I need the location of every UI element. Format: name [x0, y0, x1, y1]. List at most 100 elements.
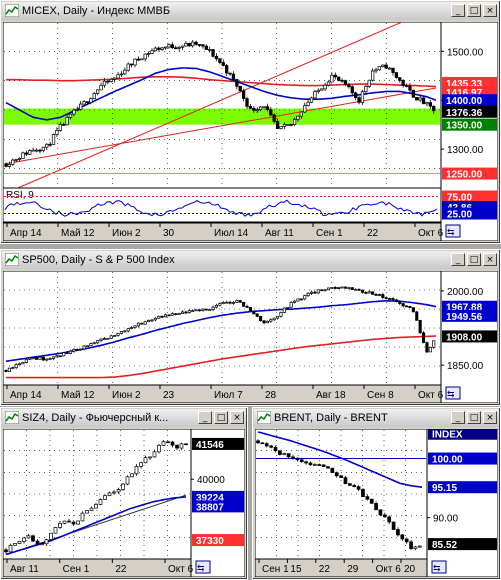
candle-body: [53, 527, 58, 534]
candle-body: [255, 109, 259, 112]
siz4-window[interactable]: SIZ4, Daily - Фьючерсный к... _ □ × 4000…: [0, 407, 248, 580]
candle-body: [55, 355, 59, 358]
candle-body: [197, 44, 202, 46]
candle-body: [82, 101, 86, 105]
candle-body: [102, 338, 106, 340]
close-button[interactable]: ×: [230, 411, 244, 424]
candle-body: [194, 309, 198, 312]
maximize-button[interactable]: □: [214, 411, 228, 424]
minimize-button[interactable]: _: [451, 411, 465, 424]
candle-body: [62, 124, 66, 126]
candle-body: [98, 499, 103, 505]
scale-button-icon: ⇆: [447, 227, 455, 237]
candle-body: [296, 298, 300, 302]
candle-body: [360, 91, 365, 103]
maximize-button[interactable]: □: [467, 411, 481, 424]
price-label-box: [428, 452, 497, 465]
candle-body: [422, 332, 426, 343]
candle-body: [364, 292, 368, 294]
close-button[interactable]: ×: [483, 4, 497, 17]
candle-body: [404, 85, 409, 87]
micex-titlebar[interactable]: MICEX, Daily - Индекс ММВБ _ □ ×: [2, 2, 499, 20]
candle-body: [184, 311, 188, 314]
candle-body: [99, 84, 103, 91]
candle-body: [235, 79, 239, 87]
candle-body: [89, 343, 93, 347]
candle-body: [265, 320, 269, 324]
candle-body: [49, 532, 53, 541]
candle-body: [316, 289, 320, 294]
candle-body: [187, 42, 191, 47]
candle-body: [221, 62, 225, 66]
candle-body: [391, 298, 395, 301]
candle-body: [174, 313, 178, 315]
candle-body: [275, 120, 280, 129]
candle-body: [160, 47, 164, 50]
candle-body: [354, 288, 358, 291]
sp500-window[interactable]: SP500, Daily - S & P 500 Index _ □ × 200…: [0, 249, 501, 406]
candle-body: [264, 443, 269, 447]
candle-body: [248, 106, 253, 109]
candle-body: [28, 357, 32, 360]
candle-body: [252, 310, 256, 315]
moving-average-line: [6, 335, 437, 379]
close-button[interactable]: ×: [483, 253, 497, 266]
minimize-button[interactable]: _: [451, 253, 465, 266]
price-label: 100.00: [432, 455, 463, 466]
candle-body: [35, 357, 39, 360]
candle-body: [160, 315, 164, 318]
candle-body: [387, 67, 392, 70]
candle-body: [94, 504, 98, 509]
x-tick-label: Май 12: [61, 390, 95, 401]
time-axis: [3, 558, 192, 577]
candle-body: [67, 520, 71, 523]
candle-body: [11, 367, 15, 369]
maximize-button[interactable]: □: [467, 4, 481, 17]
candle-body: [357, 97, 361, 103]
y-tick-label: 40000: [197, 475, 225, 486]
candle-body: [11, 159, 15, 165]
candle-body: [136, 322, 140, 327]
candle-body: [79, 103, 83, 110]
candle-body: [299, 111, 303, 117]
candle-body: [38, 356, 42, 360]
candle-body: [405, 305, 409, 308]
x-tick-label: 20: [404, 564, 416, 575]
brent-titlebar[interactable]: BRENT, Daily - BRENT _ □ ×: [254, 409, 499, 427]
candle-body: [340, 79, 344, 82]
price-label-box: [192, 500, 244, 513]
siz4-titlebar[interactable]: SIZ4, Daily - Фьючерсный к... _ □ ×: [2, 409, 246, 427]
micex-chart[interactable]: 1500.001400.001300.001435.331416.971400.…: [3, 22, 498, 241]
candle-body: [116, 74, 120, 79]
candle-body: [279, 126, 283, 129]
candle-body: [409, 541, 413, 549]
maximize-button[interactable]: □: [467, 253, 481, 266]
price-label-box: [442, 118, 497, 131]
candle-body: [286, 124, 290, 126]
moving-average-line: [5, 496, 187, 556]
candle-body: [417, 545, 422, 548]
brent-window[interactable]: BRENT, Daily - BRENT _ □ × 90.00 INDEX 100…: [252, 407, 501, 580]
candle-body: [320, 88, 324, 91]
micex-window[interactable]: MICEX, Daily - Индекс ММВБ _ □ × 1500.00…: [0, 0, 501, 244]
close-button[interactable]: ×: [483, 411, 497, 424]
candle-body: [18, 363, 22, 366]
minimize-button[interactable]: _: [451, 4, 465, 17]
candle-body: [323, 84, 327, 90]
candle-body: [299, 459, 304, 463]
x-tick-label: 29: [347, 564, 359, 575]
y-tick-label: 1300.00: [447, 145, 484, 156]
candle-body: [143, 457, 148, 464]
candle-body: [89, 507, 94, 511]
candle-body: [157, 315, 161, 319]
x-tick-label: Сен 8: [367, 390, 394, 401]
minimize-button[interactable]: _: [198, 411, 212, 424]
candle-body: [269, 319, 273, 322]
candle-body: [343, 477, 348, 484]
candle-body: [360, 289, 364, 293]
brent-chart[interactable]: 90.00 INDEX 100.00 95.15 85.52 Сен 1 15 22 29 Окт…: [255, 429, 498, 577]
candle-body: [411, 89, 416, 98]
sp500-titlebar[interactable]: SP500, Daily - S & P 500 Index _ □ ×: [2, 251, 499, 269]
